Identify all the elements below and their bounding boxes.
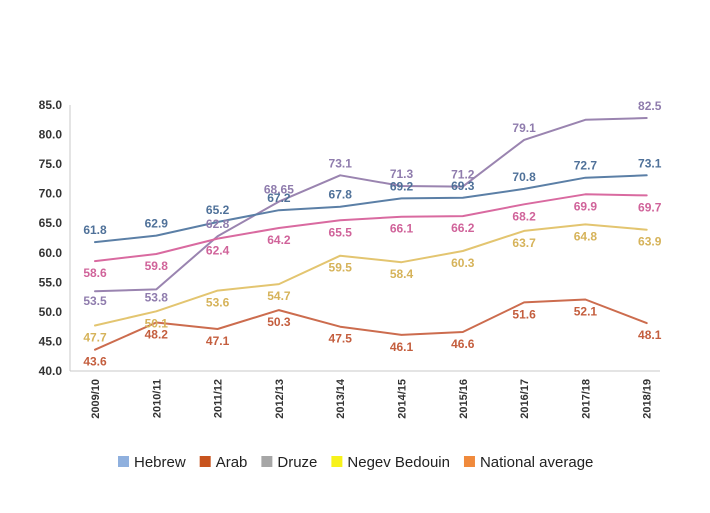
legend-swatch [261,456,273,467]
legend-label: Druze [277,454,317,471]
data-label: 46.6 [451,337,475,351]
data-label: 48.1 [638,328,662,342]
data-label: 53.5 [83,294,107,308]
data-label: 50.3 [267,315,291,329]
x-tick-label: 2015/16 [458,379,470,419]
data-label: 62.8 [206,217,230,231]
data-label: 73.1 [329,156,353,170]
x-tick-label: 2017/18 [580,379,592,419]
data-label: 62.9 [145,217,169,231]
data-label: 66.1 [390,222,414,236]
series-line-hebrew [94,174,648,244]
x-tick-label: 2013/14 [335,378,347,419]
data-label: 63.9 [638,235,662,249]
y-tick-label: 80.0 [39,128,63,142]
data-label: 71.3 [390,167,414,181]
data-label: 47.7 [83,330,107,344]
data-label: 43.6 [83,355,107,369]
data-label: 59.5 [329,261,353,275]
data-label: 69.7 [638,200,662,214]
y-tick-label: 45.0 [39,334,63,348]
legend-label: Negev Bedouin [347,454,450,471]
data-label: 53.8 [145,290,169,304]
data-label: 72.7 [574,159,598,173]
y-tick-label: 55.0 [39,275,63,289]
data-label: 68.2 [512,209,536,223]
y-tick-label: 70.0 [39,187,63,201]
data-label: 60.3 [451,256,475,270]
data-label: 82.5 [638,99,662,113]
series-line-negev-bedouin [94,223,648,327]
legend-label: Hebrew [134,454,186,471]
data-label: 65.5 [329,225,353,239]
data-label: 73.1 [638,156,662,170]
x-tick-label: 2014/15 [397,379,409,419]
legend-label: Arab [216,454,248,471]
series-line-national-average [94,193,648,263]
data-label: 69.3 [451,179,475,193]
data-label: 62.4 [206,244,230,258]
data-label: 61.8 [83,223,107,237]
data-label: 68.65 [264,183,294,197]
y-tick-label: 50.0 [39,305,63,319]
x-tick-label: 2016/17 [519,379,531,419]
legend-label: National average [480,454,593,471]
data-label: 47.5 [329,332,353,346]
data-label: 66.2 [451,221,475,235]
data-label: 47.1 [206,334,230,348]
data-label: 69.2 [390,179,414,193]
x-tick-label: 2018/19 [642,379,654,419]
data-label: 64.2 [267,233,291,247]
data-label: 48.2 [145,328,169,342]
data-label: 50.1 [145,316,169,330]
y-tick-label: 60.0 [39,246,63,260]
legend-swatch [331,456,343,467]
legend-swatch [118,456,129,467]
data-label: 71.2 [451,168,475,182]
data-label: 64.8 [574,229,598,243]
y-tick-label: 65.0 [39,216,63,230]
y-tick-label: 40.0 [39,364,63,378]
data-label: 79.1 [512,121,536,135]
data-label: 54.7 [267,289,291,303]
data-label: 67.8 [329,188,353,202]
data-label: 70.8 [512,170,536,184]
x-tick-label: 2009/10 [90,379,102,419]
data-label: 53.6 [206,296,230,310]
data-label: 51.6 [512,307,536,321]
y-tick-label: 75.0 [39,157,63,171]
data-label: 58.6 [83,266,107,280]
series-line-druze [94,117,648,293]
data-label: 52.1 [574,304,598,318]
data-label: 58.4 [390,267,414,281]
legend-swatch [463,456,475,467]
data-label: 46.1 [390,340,414,354]
x-tick-label: 2012/13 [274,379,286,419]
x-tick-label: 2011/12 [213,379,225,418]
series-line-arab [94,298,648,351]
data-label: 65.2 [206,203,230,217]
y-tick-label: 85.0 [39,98,63,112]
data-label: 69.9 [574,199,598,213]
data-label: 67.2 [267,191,291,205]
x-tick-label: 2010/11 [151,379,163,418]
legend-swatch [199,456,211,467]
data-label: 59.8 [145,259,169,273]
data-label: 63.7 [512,236,536,250]
